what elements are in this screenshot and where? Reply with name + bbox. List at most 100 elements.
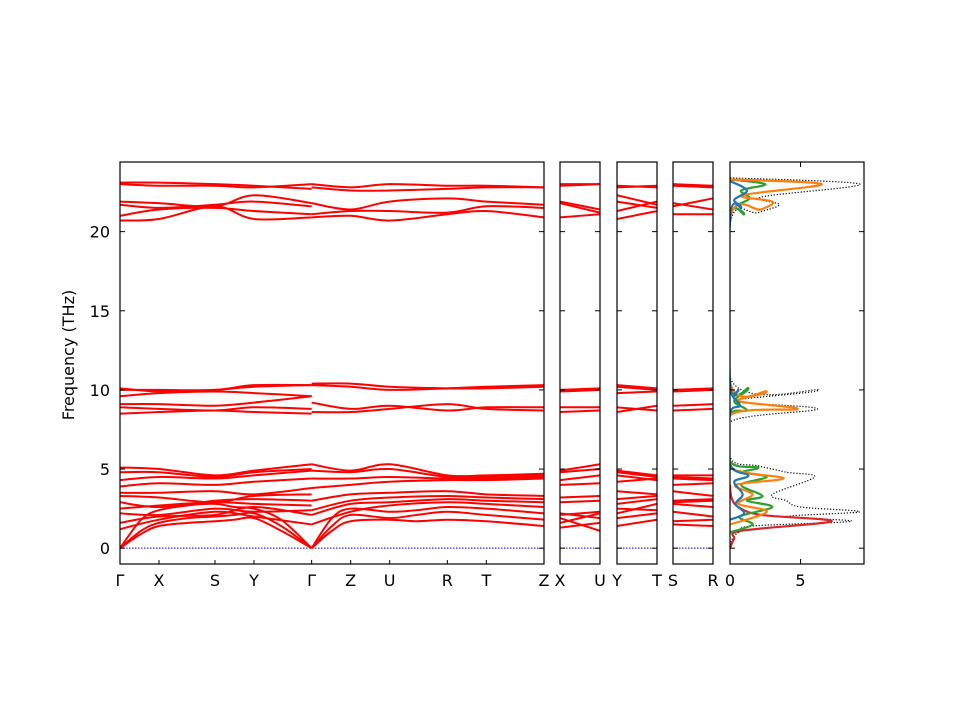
- phonon-band: [617, 490, 657, 496]
- phonon-band: [120, 181, 312, 190]
- phonon-band: [560, 512, 600, 520]
- y-tick-label: 0: [100, 539, 110, 558]
- k-point-label: X: [154, 571, 165, 590]
- phonon-band: [120, 406, 312, 412]
- phonon-band: [120, 384, 312, 393]
- phonon-band: [560, 213, 600, 219]
- phonon-band: [311, 209, 544, 222]
- phonon-band: [673, 498, 713, 502]
- k-point-label: U: [384, 571, 396, 590]
- phonon-band: [673, 523, 713, 528]
- k-point-label: Y: [248, 571, 259, 590]
- phonon-band: [617, 200, 657, 209]
- phonon-band: [560, 494, 600, 499]
- phonon-band: [673, 499, 713, 504]
- phonon-band: [560, 512, 600, 524]
- phonon-band: [617, 477, 657, 483]
- phonon-band: [560, 510, 600, 516]
- phonon-band: [673, 490, 713, 497]
- y-tick-label: 10: [90, 381, 110, 400]
- phonon-band: [120, 516, 313, 550]
- k-point-label: S: [668, 571, 678, 590]
- phonon-band: [617, 512, 657, 520]
- phonon-band: [120, 469, 312, 482]
- phonon-band: [673, 202, 713, 211]
- y-tick-label: 5: [100, 460, 110, 479]
- dos-series: [730, 180, 750, 521]
- phonon-band: [120, 200, 312, 209]
- phonon-band: [311, 401, 544, 412]
- phonon-band: [311, 197, 544, 211]
- phonon-band: [311, 490, 544, 502]
- phonon-band: [673, 183, 713, 187]
- panel-frame: [559, 161, 601, 565]
- phonon-band: [673, 184, 713, 189]
- phonon-band: [617, 194, 657, 206]
- dos-frame: [729, 161, 865, 565]
- phonon-band: [617, 184, 657, 189]
- phonon-band: [617, 498, 657, 505]
- k-point-label: R: [707, 571, 718, 590]
- phonon-band: [311, 494, 544, 512]
- phonon-band: [310, 518, 544, 549]
- band-panel-main: 0 5 10 15 20 Γ X S Y Γ Z U R T Z: [90, 161, 550, 590]
- phonon-band: [560, 409, 600, 414]
- k-point-label: Γ: [307, 571, 316, 590]
- phonon-band: [673, 197, 713, 208]
- y-tick-label: 20: [90, 223, 110, 242]
- phonon-band: [560, 474, 600, 482]
- phonon-band: [560, 499, 600, 504]
- k-point-label: T: [480, 571, 491, 590]
- phonon-band: [673, 510, 713, 518]
- k-point-label: S: [210, 571, 220, 590]
- k-point-label: Z: [345, 571, 356, 590]
- phonon-band: [673, 407, 713, 412]
- phonon-band: [311, 477, 544, 490]
- y-axis-label: Frequency (THz): [59, 290, 78, 420]
- phonon-band: [560, 200, 600, 211]
- k-point-label: X: [555, 571, 566, 590]
- phonon-band: [120, 390, 312, 398]
- phonon-band: [673, 518, 713, 523]
- phonon-band: [617, 406, 657, 412]
- phonon-band: [120, 493, 312, 504]
- k-point-label: Z: [539, 571, 550, 590]
- phonon-band: [560, 482, 600, 486]
- phonon-band: [120, 463, 312, 477]
- phonon-band: [311, 467, 544, 479]
- phonon-band: [560, 517, 600, 532]
- phonon-band: [617, 469, 657, 477]
- phonon-band: [120, 194, 312, 208]
- phonon-band: [311, 498, 544, 516]
- bands-main: [120, 181, 544, 550]
- k-point-label: T: [651, 571, 662, 590]
- phonon-band: [311, 403, 544, 414]
- dos-series: [730, 178, 774, 534]
- dos-x-tick-label: 5: [795, 571, 805, 590]
- phonon-band: [311, 186, 544, 192]
- phonon-band: [311, 205, 544, 216]
- phonon-band: [617, 494, 657, 501]
- dos-series: [730, 484, 833, 549]
- phonon-band: [617, 210, 657, 220]
- phonon-band: [120, 395, 312, 407]
- phonon-band: [560, 463, 600, 472]
- phonon-band: [120, 511, 313, 549]
- k-point-label: U: [594, 571, 606, 590]
- phonon-band: [120, 468, 312, 478]
- phonon-band: [311, 382, 544, 390]
- bands-SR: [673, 183, 713, 549]
- panel-frame: [616, 161, 658, 565]
- k-point-label: Y: [611, 571, 622, 590]
- phonon-band: [673, 477, 713, 482]
- phonon-band: [120, 487, 312, 496]
- phonon-band: [311, 501, 544, 526]
- phonon-band: [311, 384, 544, 391]
- dos-curves: [730, 177, 861, 549]
- bands-XU: [560, 183, 600, 549]
